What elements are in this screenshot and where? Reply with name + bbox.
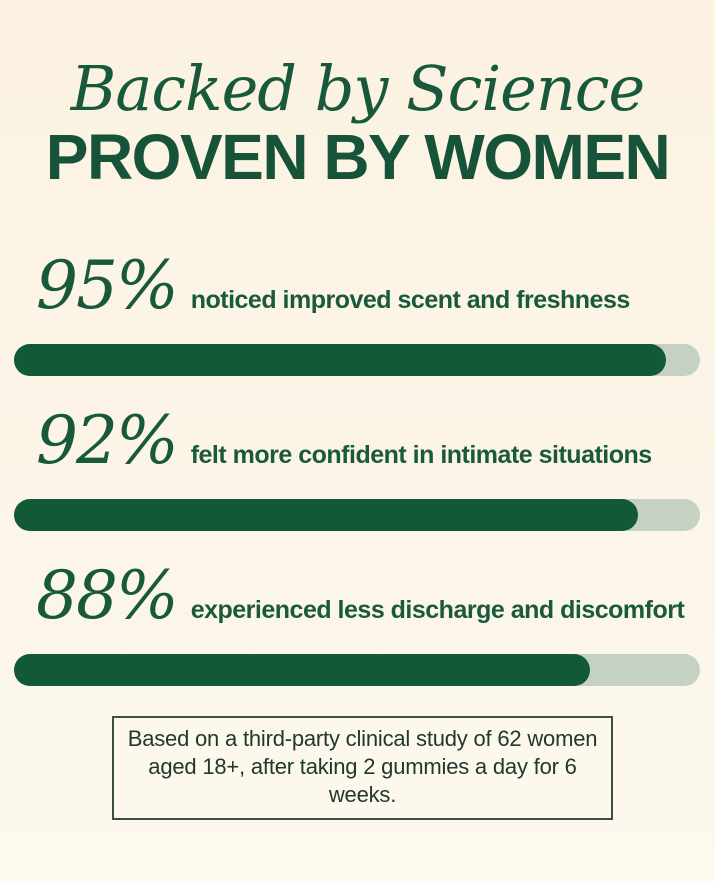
disclaimer-line: aged 18+, after taking 2 gummies a day f… [148, 754, 577, 808]
stat-line: 92% felt more confident in intimate situ… [14, 402, 700, 479]
progress-bar-track [14, 653, 700, 686]
stat-line: 88% experienced less discharge and disco… [14, 557, 700, 634]
progress-bar-track [14, 498, 700, 531]
clinical-study-disclaimer: Based on a third-party clinical study of… [112, 716, 613, 821]
stat-label: noticed improved scent and freshness [190, 286, 631, 314]
stat-line: 95% noticed improved scent and freshness [14, 247, 700, 324]
progress-bar-fill [14, 498, 639, 531]
stat-value: 88% [36, 557, 179, 634]
stat-row-confidence: 92% felt more confident in intimate situ… [14, 402, 700, 531]
stat-row-scent: 95% noticed improved scent and freshness [14, 247, 700, 376]
progress-bar-fill [14, 343, 666, 376]
progress-bar-track [14, 343, 700, 376]
stat-label: felt more confident in intimate situatio… [190, 441, 652, 469]
stat-label: experienced less discharge and discomfor… [190, 596, 685, 624]
stat-value: 95% [36, 247, 179, 324]
header: Backed by Science PROVEN BY WOMEN [0, 56, 715, 189]
caps-title: PROVEN BY WOMEN [45, 121, 671, 194]
script-title: Backed by Science [70, 52, 645, 125]
stat-row-discomfort: 88% experienced less discharge and disco… [14, 557, 700, 686]
stat-value: 92% [36, 402, 179, 479]
disclaimer-line: Based on a third-party clinical study of… [127, 726, 598, 751]
progress-bar-fill [14, 653, 591, 686]
